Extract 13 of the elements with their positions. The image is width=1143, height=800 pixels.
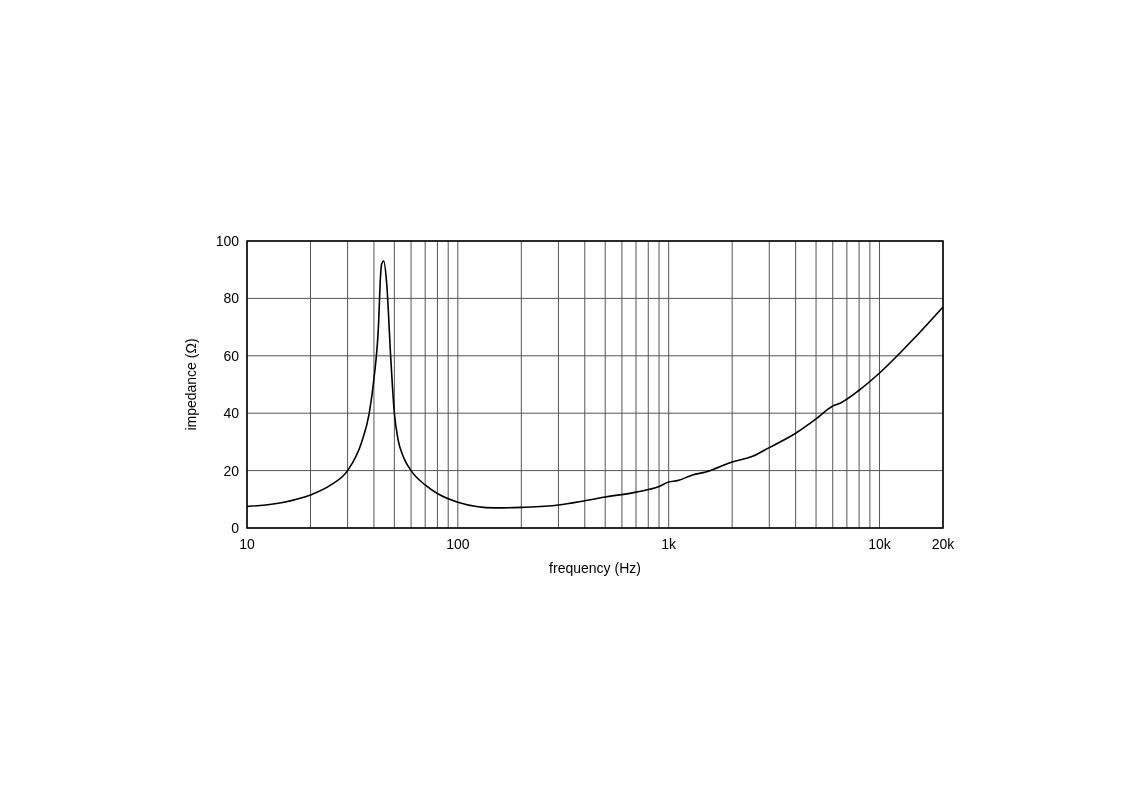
y-tick-label: 100: [215, 233, 240, 249]
x-axis-title: frequency (Hz): [549, 560, 641, 576]
x-tick-label: 10k: [868, 536, 892, 552]
x-tick-label: 100: [446, 536, 470, 552]
y-tick-label: 0: [231, 520, 240, 536]
y-tick-label: 80: [223, 290, 240, 307]
x-tick-label: 10: [239, 536, 255, 552]
x-tick-label: 1k: [661, 536, 678, 552]
y-axis-title: impedance (Ω): [183, 338, 199, 431]
y-tick-label: 60: [223, 347, 240, 364]
y-tick-label: 20: [223, 462, 240, 479]
y-tick-label: 40: [223, 405, 240, 422]
x-tick-label: 20k: [931, 536, 956, 552]
